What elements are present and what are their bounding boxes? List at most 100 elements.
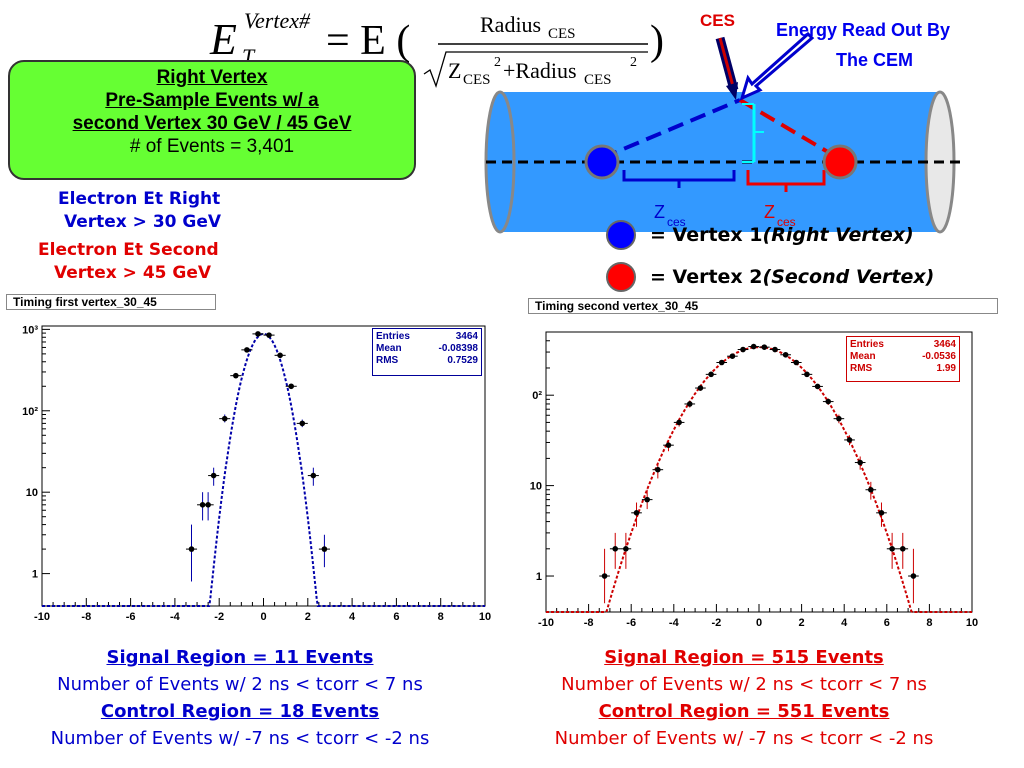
hist1-mean-label: Mean [376,343,402,354]
data-point [233,372,239,379]
data-point [718,359,725,366]
hist2-rms: 1.99 [936,363,956,374]
data-point [644,496,650,503]
summary-left-signal-desc: Number of Events w/ 2 ns < tcorr < 7 ns [57,674,423,695]
zces-left-label: Z [654,202,665,222]
data-point [899,546,906,552]
formula-den-r-sub: CES [584,72,612,88]
legend-vertex2-text: = Vertex 2 [650,266,763,288]
x-tick-label: 2 [305,611,311,623]
detector-diagram: CES Energy Read Out By The CEM Z ces Z c… [484,11,966,234]
zces-left-sub: ces [667,215,686,229]
hist1-rms-label: RMS [376,355,399,366]
data-point [244,347,250,353]
x-tick-label: -8 [81,611,91,623]
summary-right-signal: Signal Region = 515 Events [604,647,884,668]
data-point [686,401,693,407]
x-tick-label: 4 [349,611,356,623]
hist2-entries-label: Entries [850,339,884,350]
legend-vertex2: = Vertex 2 (Second Vertex) [606,262,934,292]
x-tick-label: -6 [626,617,636,629]
x-tick-label: 8 [926,617,932,629]
hist2-statbox: Entries 3464 Mean -0.0536 RMS 1.99 [846,336,960,382]
data-point [623,546,629,552]
x-tick-label: 8 [438,611,444,623]
data-point [772,346,778,353]
data-point [299,420,306,427]
data-point [814,383,821,390]
vertex1-dot [584,144,620,180]
vertex2-path [738,98,840,160]
legend-vertex2-dot [606,262,636,292]
vertex1-path [601,98,741,160]
summary-left-signal: Signal Region = 11 Events [106,647,374,668]
data-point [910,573,917,579]
formula-lhs-sup: Vertex# [244,8,311,33]
energy-formula: E Vertex# T = E ( Radius CES Z CES 2 +Ra… [209,2,680,90]
formula-den-exp: 2 [494,55,501,70]
selection-right-1: Electron Et Right [58,189,221,209]
summary-right-signal-desc: Number of Events w/ 2 ns < tcorr < 7 ns [561,674,927,695]
data-point [210,472,217,479]
sample-info-box: Right Vertex Pre-Sample Events w/ a seco… [8,60,416,180]
x-tick-label: 0 [260,611,266,623]
legend-vertex1: = Vertex 1 (Right Vertex) [606,220,914,250]
data-point [676,419,682,426]
vertex2-dot [822,144,858,180]
zces-right-bracket [746,170,826,192]
formula-den-plus: +Radius [503,58,577,83]
cem-label-1: Energy Read Out By [776,20,950,40]
data-point [277,352,283,359]
y-tick-label: 10 [530,481,542,493]
data-point [655,466,661,473]
data-point [288,383,294,390]
cem-arrow [739,31,815,101]
data-point [321,546,328,552]
data-point [825,398,832,405]
info-line-1: Right Vertex [156,67,268,88]
x-tick-label: 2 [799,617,805,629]
formula-den-exp2: 2 [630,55,637,70]
data-point [868,486,874,493]
data-point [266,332,272,338]
data-point [740,346,746,353]
legend-vertex2-italic: (Second Vertex) [762,266,935,288]
hist2-title: Timing second vertex_30_45 [528,298,998,314]
hist1-entries-label: Entries [376,331,410,342]
ces-label: CES [700,11,735,30]
x-tick-label: -4 [669,617,680,629]
x-tick-label: 10 [479,611,491,623]
hist2-entries: 3464 [933,339,956,350]
data-point [221,415,228,422]
legend-vertex1-text: = Vertex 1 [650,224,763,246]
formula-lhs-base: E [209,15,237,64]
summary-right: Signal Region = 515 Events Number of Eve… [504,644,984,752]
hist1-mean: -0.08398 [438,343,478,354]
hist2-rms-label: RMS [850,363,873,374]
data-point [793,359,800,366]
x-tick-label: -8 [584,617,594,629]
data-point [889,546,895,552]
x-tick-label: 6 [393,611,399,623]
zces-left-bracket [622,170,736,188]
hist1-rms: 0.7529 [447,355,478,366]
x-tick-label: -10 [34,611,50,623]
y-tick-label: 10³ [22,324,38,336]
x-tick-label: -4 [170,611,181,623]
data-point [782,351,789,358]
selection-right-2: Vertex > 30 GeV [64,212,222,232]
hist2-mean-label: Mean [850,351,876,362]
summary-left-control: Control Region = 18 Events [100,701,380,722]
y-tick-label: 10 [26,487,38,499]
data-point [750,343,757,350]
formula-numerator: Radius [480,12,541,37]
x-tick-label: 0 [756,617,762,629]
data-point [846,437,853,443]
legend-vertex1-italic: (Right Vertex) [762,224,914,246]
summary-right-control: Control Region = 551 Events [598,701,890,722]
x-tick-label: -6 [126,611,136,623]
summary-left-control-desc: Number of Events w/ -7 ns < tcorr < -2 n… [50,728,430,749]
data-point [255,331,261,337]
info-line-3: second Vertex 30 GeV / 45 GeV [72,113,352,134]
cem-label-2: The CEM [836,50,913,70]
